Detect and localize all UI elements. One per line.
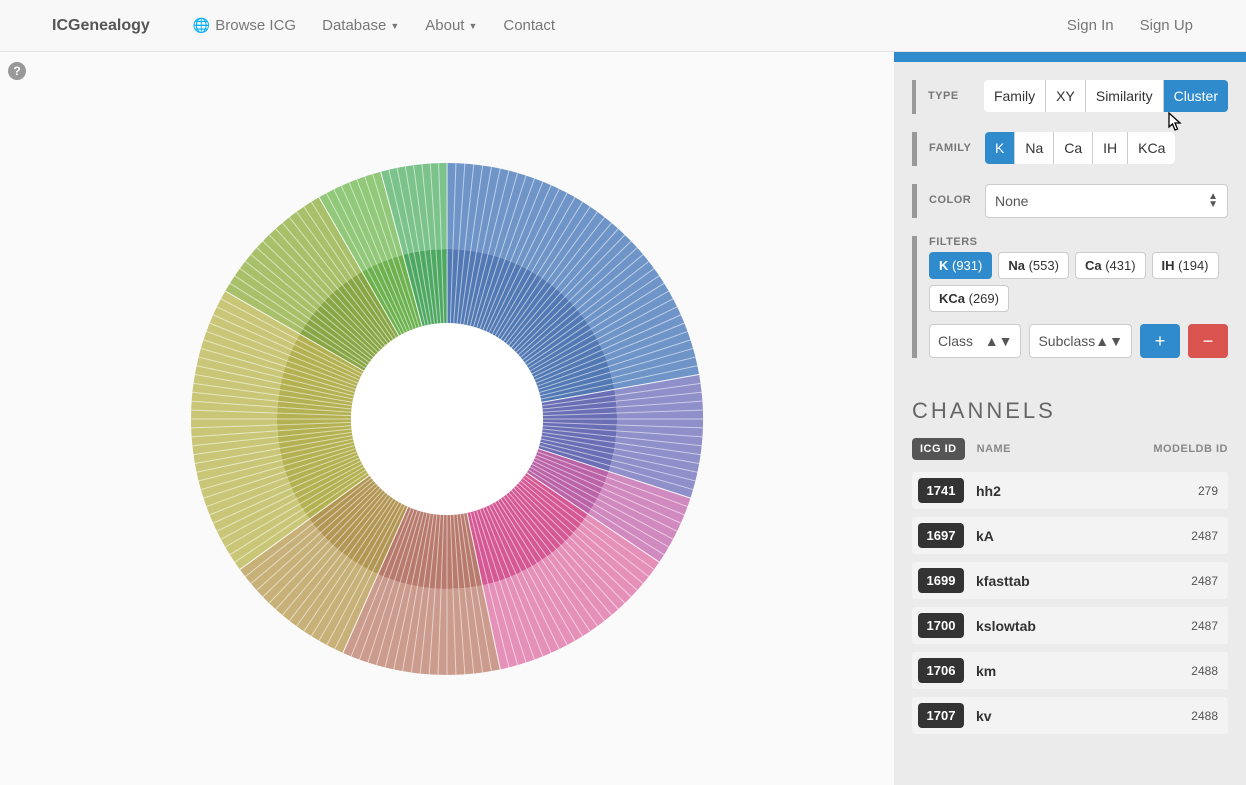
family-button-group: KNaCaIHKCa bbox=[985, 132, 1175, 164]
channel-modeldb: 279 bbox=[1198, 484, 1218, 498]
filter-chip-ca[interactable]: Ca (431) bbox=[1075, 252, 1146, 279]
channel-id: 1741 bbox=[918, 478, 964, 503]
add-filter-button[interactable]: + bbox=[1140, 324, 1180, 358]
subclass-select-value: Subclass bbox=[1038, 333, 1095, 349]
channel-row[interactable]: 1707 kv 2488 bbox=[912, 697, 1228, 734]
globe-icon: 🌐 bbox=[193, 17, 210, 34]
main-canvas: ? bbox=[0, 52, 894, 785]
channel-id: 1699 bbox=[918, 568, 964, 593]
nav-signin[interactable]: Sign In bbox=[1054, 0, 1127, 52]
channel-modeldb: 2487 bbox=[1191, 619, 1218, 633]
family-option-na[interactable]: Na bbox=[1014, 132, 1053, 164]
class-select[interactable]: Class ▲▼ bbox=[929, 324, 1021, 358]
family-option-kca[interactable]: KCa bbox=[1127, 132, 1175, 164]
filter-filters-label: FILTERS bbox=[929, 236, 1228, 248]
updown-icon: ▲▼ bbox=[1208, 193, 1218, 209]
channel-modeldb: 2488 bbox=[1191, 709, 1218, 723]
family-option-ca[interactable]: Ca bbox=[1053, 132, 1092, 164]
filter-type: TYPE FamilyXYSimilarityCluster bbox=[912, 80, 1228, 114]
updown-icon: ▲▼ bbox=[985, 333, 1013, 349]
family-option-ih[interactable]: IH bbox=[1092, 132, 1127, 164]
nav-about-label: About bbox=[425, 17, 464, 34]
filter-chip-kca[interactable]: KCa (269) bbox=[929, 285, 1009, 312]
nav-signup[interactable]: Sign Up bbox=[1127, 0, 1206, 52]
nav-browse[interactable]: 🌐 Browse ICG bbox=[180, 0, 309, 52]
channel-modeldb: 2487 bbox=[1191, 574, 1218, 588]
family-option-k[interactable]: K bbox=[985, 132, 1014, 164]
filter-color: COLOR None ▲▼ bbox=[912, 184, 1228, 218]
navbar: ICGenealogy 🌐 Browse ICG Database ▼ Abou… bbox=[0, 0, 1246, 52]
side-panel: TYPE FamilyXYSimilarityCluster FAMILY KN… bbox=[894, 52, 1246, 785]
type-option-xy[interactable]: XY bbox=[1045, 80, 1085, 112]
class-select-value: Class bbox=[938, 333, 973, 349]
sunburst-chart[interactable] bbox=[182, 154, 712, 684]
channels-heading: CHANNELS bbox=[912, 398, 1228, 424]
filter-filters: FILTERS K (931)Na (553)Ca (431)IH (194)K… bbox=[912, 236, 1228, 358]
color-select-value: None bbox=[995, 193, 1028, 209]
nav-about[interactable]: About ▼ bbox=[412, 0, 490, 52]
nav-database-label: Database bbox=[322, 17, 386, 34]
channels-head-modeldb: MODELDB ID bbox=[1153, 443, 1228, 455]
filter-family-label: FAMILY bbox=[929, 132, 985, 154]
remove-filter-button[interactable]: − bbox=[1188, 324, 1228, 358]
type-option-similarity[interactable]: Similarity bbox=[1085, 80, 1163, 112]
channel-name: kv bbox=[976, 708, 992, 724]
channel-row[interactable]: 1700 kslowtab 2487 bbox=[912, 607, 1228, 644]
brand: ICGenealogy bbox=[52, 17, 150, 35]
channels-head-name: NAME bbox=[977, 443, 1011, 455]
channel-name: kfasttab bbox=[976, 573, 1030, 589]
channel-modeldb: 2487 bbox=[1191, 529, 1218, 543]
channels-head-id: ICG ID bbox=[912, 438, 965, 460]
channel-row[interactable]: 1697 kA 2487 bbox=[912, 517, 1228, 554]
channels-table-head: ICG ID NAME MODELDB ID bbox=[912, 438, 1228, 460]
channel-row[interactable]: 1741 hh2 279 bbox=[912, 472, 1228, 509]
nav-browse-label: Browse ICG bbox=[215, 17, 296, 34]
filter-type-label: TYPE bbox=[928, 80, 984, 102]
nav-contact[interactable]: Contact bbox=[490, 0, 568, 52]
channel-id: 1706 bbox=[918, 658, 964, 683]
channel-row[interactable]: 1706 km 2488 bbox=[912, 652, 1228, 689]
nav-database[interactable]: Database ▼ bbox=[309, 0, 412, 52]
filter-chip-k[interactable]: K (931) bbox=[929, 252, 992, 279]
channel-name: kA bbox=[976, 528, 994, 544]
color-select[interactable]: None ▲▼ bbox=[985, 184, 1228, 218]
type-option-cluster[interactable]: Cluster bbox=[1163, 80, 1228, 112]
subclass-select[interactable]: Subclass ▲▼ bbox=[1029, 324, 1132, 358]
updown-icon: ▲▼ bbox=[1095, 333, 1123, 349]
filter-chips: K (931)Na (553)Ca (431)IH (194) KCa (269) bbox=[929, 252, 1228, 312]
channel-id: 1700 bbox=[918, 613, 964, 638]
caret-down-icon: ▼ bbox=[468, 21, 477, 31]
caret-down-icon: ▼ bbox=[390, 21, 399, 31]
filter-color-label: COLOR bbox=[929, 184, 985, 206]
type-option-family[interactable]: Family bbox=[984, 80, 1045, 112]
channel-id: 1707 bbox=[918, 703, 964, 728]
channel-name: km bbox=[976, 663, 996, 679]
channel-name: hh2 bbox=[976, 483, 1001, 499]
side-accent-bar bbox=[894, 52, 1246, 62]
type-button-group: FamilyXYSimilarityCluster bbox=[984, 80, 1228, 112]
filter-chip-na[interactable]: Na (553) bbox=[998, 252, 1069, 279]
channel-id: 1697 bbox=[918, 523, 964, 548]
channel-modeldb: 2488 bbox=[1191, 664, 1218, 678]
filter-chip-ih[interactable]: IH (194) bbox=[1152, 252, 1219, 279]
channel-row[interactable]: 1699 kfasttab 2487 bbox=[912, 562, 1228, 599]
filter-family: FAMILY KNaCaIHKCa bbox=[912, 132, 1228, 166]
help-icon[interactable]: ? bbox=[8, 62, 26, 80]
channel-name: kslowtab bbox=[976, 618, 1036, 634]
